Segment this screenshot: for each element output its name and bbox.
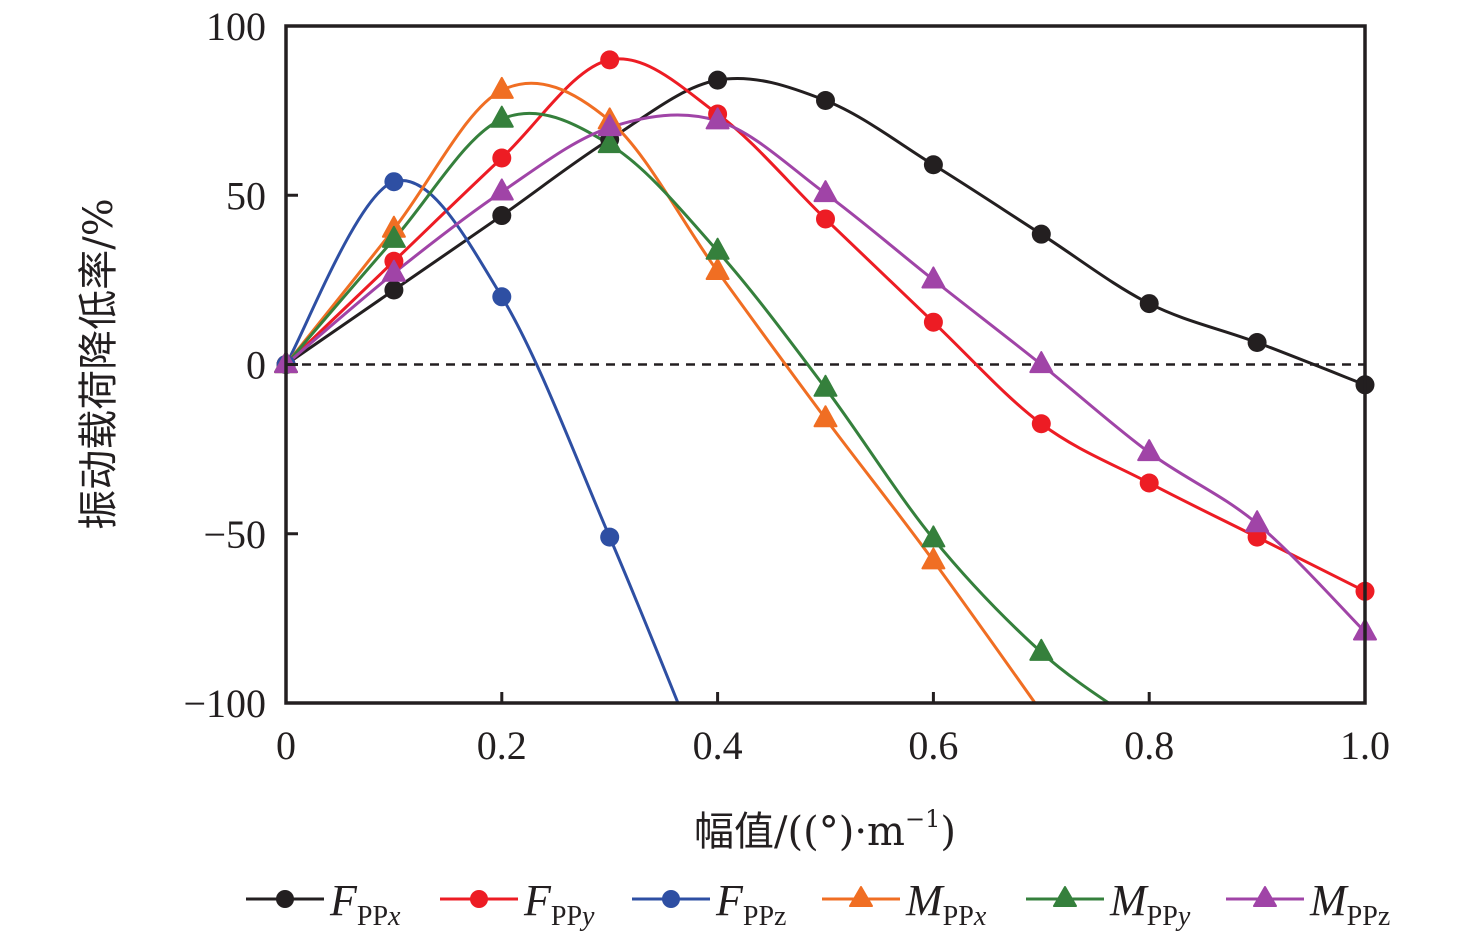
- legend-item-m-ppx: MPPx: [822, 876, 987, 932]
- data-point-m-ppy: [597, 131, 622, 154]
- legend-label-main: M: [1309, 876, 1349, 925]
- x-tick-label: 0.4: [693, 723, 743, 768]
- data-point-m-ppz: [813, 180, 838, 203]
- legend-label-main: M: [1109, 876, 1149, 925]
- legend-item-m-ppz: MPPz: [1226, 876, 1390, 932]
- data-point-m-ppx: [921, 547, 946, 570]
- x-axis-title-close: ): [940, 809, 956, 855]
- x-axis-title-text: 幅值/((°)·m: [694, 809, 905, 855]
- legend-item-f-ppx: FPPx: [246, 876, 401, 932]
- data-point-f-ppx: [492, 206, 512, 226]
- y-tick-label: 50: [226, 173, 266, 218]
- legend-label-axis: x: [387, 901, 401, 932]
- legend-label: FPPx: [329, 876, 401, 932]
- data-point-f-ppy: [1031, 414, 1051, 434]
- data-point-m-ppy: [813, 374, 838, 397]
- data-point-f-ppy: [492, 148, 512, 168]
- legend-item-f-ppz: FPPz: [632, 876, 786, 932]
- data-point-m-ppz: [1137, 439, 1162, 462]
- legend-label-sub: PP: [551, 901, 582, 932]
- data-point-f-ppz: [492, 287, 512, 307]
- axis-ticks: 0 0.2 0.4 0.6 0.8 1.0 −100 −50 0 50 100: [183, 4, 1390, 768]
- data-point-m-ppy: [921, 525, 946, 548]
- legend-label-axis: z: [1378, 901, 1390, 932]
- y-tick-label: −50: [203, 512, 266, 557]
- legend-label-main: F: [715, 876, 744, 925]
- legend: FPPx FPPy FPPz MPPx MPPy MPPz: [246, 876, 1390, 932]
- legend-label-main: F: [329, 876, 358, 925]
- x-tick-label: 0.8: [1124, 723, 1174, 768]
- legend-label: FPPz: [715, 876, 786, 932]
- legend-label-axis: y: [1175, 901, 1191, 932]
- data-point-m-ppx: [489, 76, 514, 99]
- data-point-f-ppz: [600, 527, 620, 547]
- x-tick-label: 0: [276, 723, 296, 768]
- y-tick-label: 0: [246, 343, 266, 388]
- data-point-m-ppy: [381, 225, 406, 248]
- x-tick-label: 0.2: [477, 723, 527, 768]
- data-point-m-ppz: [1029, 351, 1054, 374]
- legend-label-main: F: [523, 876, 552, 925]
- legend-marker-circle: [276, 890, 294, 908]
- legend-label: FPPy: [523, 876, 595, 932]
- legend-marker-triangle: [1253, 886, 1277, 907]
- legend-label: MPPy: [1109, 876, 1191, 932]
- data-point-m-ppz: [597, 114, 622, 137]
- data-point-m-ppy: [489, 105, 514, 128]
- y-axis-title: 振动载荷降低率/%: [76, 198, 122, 529]
- x-tick-label: 0.6: [908, 723, 958, 768]
- data-point-f-ppy: [816, 209, 835, 229]
- data-point-f-ppy: [1247, 527, 1267, 547]
- data-point-f-ppx: [1139, 294, 1159, 314]
- legend-item-m-ppy: MPPy: [1026, 876, 1191, 932]
- data-point-f-ppx: [384, 280, 404, 300]
- data-point-m-ppx: [705, 258, 730, 281]
- data-point-m-ppy: [705, 237, 730, 260]
- data-point-m-ppz: [921, 266, 946, 289]
- x-axis-title-sup: −1: [905, 805, 940, 833]
- legend-marker-circle: [470, 890, 488, 908]
- legend-label-sub: PP: [357, 901, 388, 932]
- legend-label-main: M: [905, 876, 945, 925]
- legend-label: MPPx: [905, 876, 987, 932]
- legend-marker-triangle: [849, 886, 873, 907]
- legend-label-axis: y: [579, 901, 595, 932]
- series-line-f-ppy: [286, 57, 1365, 593]
- legend-label-sub: PP: [1347, 901, 1378, 932]
- data-point-f-ppx: [816, 90, 835, 110]
- data-point-m-ppy: [1029, 638, 1054, 661]
- data-point-f-ppx: [708, 70, 728, 90]
- series-line-f-ppz: [286, 178, 680, 703]
- legend-label-sub: PP: [1147, 901, 1178, 932]
- data-point-m-ppz: [381, 259, 406, 282]
- data-point-f-ppz: [384, 172, 404, 192]
- data-point-f-ppy: [923, 312, 943, 332]
- data-point-f-ppy: [1139, 473, 1159, 493]
- data-point-m-ppz: [489, 178, 514, 201]
- data-point-m-ppz: [1245, 510, 1270, 533]
- legend-label-sub: PP: [943, 901, 974, 932]
- x-axis-title: 幅值/((°)·m−1): [694, 805, 956, 855]
- legend-label-sub: PP: [743, 901, 774, 932]
- data-point-m-ppz: [705, 107, 730, 130]
- y-tick-label: 100: [206, 4, 266, 49]
- legend-label-axis: z: [774, 901, 786, 932]
- data-point-f-ppx: [1031, 224, 1051, 244]
- data-point-f-ppy: [600, 50, 620, 70]
- data-point-m-ppx: [813, 405, 838, 428]
- x-tick-label: 1.0: [1340, 723, 1390, 768]
- data-point-f-ppx: [923, 155, 943, 175]
- legend-label: MPPz: [1309, 876, 1390, 932]
- legend-item-f-ppy: FPPy: [440, 876, 595, 932]
- y-tick-label: −100: [183, 681, 266, 726]
- legend-label-axis: x: [973, 901, 987, 932]
- legend-marker-triangle: [1053, 886, 1077, 907]
- marker-layer: [274, 50, 1377, 661]
- data-point-f-ppx: [1247, 332, 1267, 352]
- legend-marker-circle: [662, 890, 680, 908]
